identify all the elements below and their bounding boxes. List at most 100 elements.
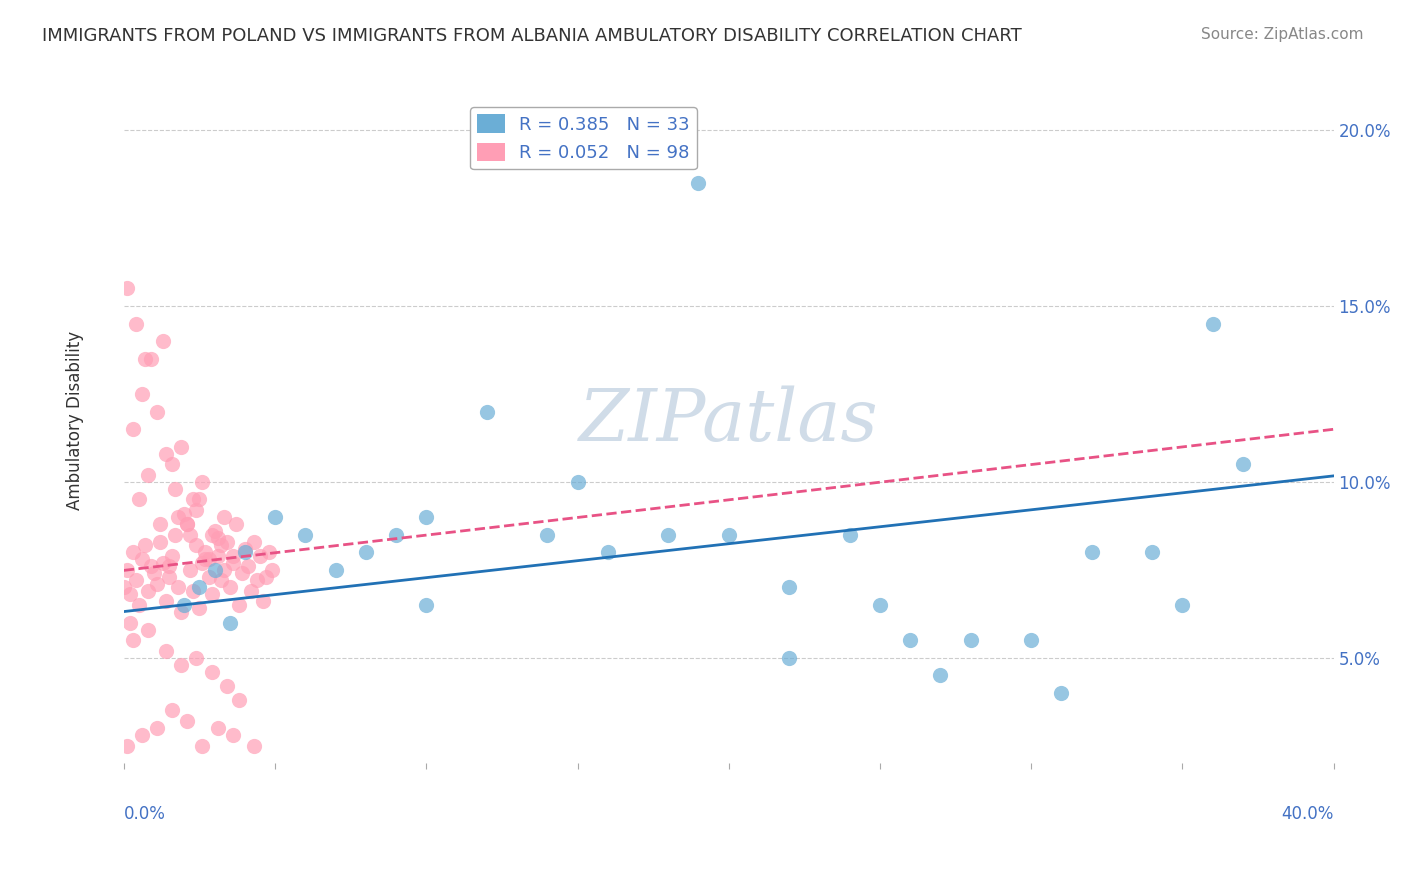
Point [225, 517, 247, 532]
Point [183, 583, 205, 598]
Point [1019, 633, 1042, 648]
Point [146, 404, 169, 418]
Text: Source: ZipAtlas.com: Source: ZipAtlas.com [1201, 27, 1364, 42]
Point [176, 517, 198, 532]
Point [233, 545, 256, 559]
Point [188, 580, 211, 594]
Point [200, 587, 222, 601]
Point [294, 527, 316, 541]
Point [128, 492, 150, 507]
Point [838, 527, 860, 541]
Text: ZIPatlas: ZIPatlas [579, 385, 879, 456]
Point [1140, 545, 1163, 559]
Point [354, 545, 377, 559]
Point [157, 559, 180, 574]
Point [228, 693, 250, 707]
Point [536, 527, 558, 541]
Point [173, 598, 195, 612]
Point [215, 534, 238, 549]
Point [170, 605, 193, 619]
Point [218, 580, 240, 594]
Text: 0.0%: 0.0% [124, 805, 166, 823]
Point [243, 739, 266, 753]
Point [717, 527, 740, 541]
Point [115, 563, 138, 577]
Point [160, 549, 183, 563]
Point [179, 527, 201, 541]
Point [136, 623, 159, 637]
Point [155, 594, 177, 608]
Point [118, 615, 141, 630]
Point [264, 510, 287, 524]
Point [170, 657, 193, 672]
Point [188, 492, 211, 507]
Point [125, 317, 148, 331]
Point [239, 583, 262, 598]
Point [160, 703, 183, 717]
Point [146, 721, 169, 735]
Point [415, 510, 437, 524]
Point [596, 545, 619, 559]
Point [869, 598, 891, 612]
Point [212, 510, 235, 524]
Point [186, 538, 208, 552]
Point [122, 545, 145, 559]
Point [131, 728, 153, 742]
Point [122, 633, 145, 648]
Point [200, 665, 222, 679]
Point [197, 552, 219, 566]
Point [567, 475, 589, 489]
Point [657, 527, 679, 541]
Point [1232, 458, 1254, 472]
Point [134, 538, 156, 552]
Point [143, 566, 166, 581]
Point [176, 714, 198, 728]
Point [136, 467, 159, 482]
Point [191, 475, 214, 489]
Point [1080, 545, 1102, 559]
Point [231, 566, 253, 581]
Point [131, 387, 153, 401]
Point [139, 351, 162, 366]
Point [128, 598, 150, 612]
Point [173, 507, 195, 521]
Point [149, 534, 172, 549]
Point [222, 556, 245, 570]
Point [115, 281, 138, 295]
Point [115, 739, 138, 753]
Point [122, 422, 145, 436]
Point [125, 574, 148, 588]
Point [207, 721, 229, 735]
Point [778, 650, 800, 665]
Point [165, 482, 187, 496]
Point [475, 404, 498, 418]
Point [200, 527, 222, 541]
Point [1201, 317, 1223, 331]
Point [186, 503, 208, 517]
Point [118, 587, 141, 601]
Point [149, 517, 172, 532]
Point [152, 334, 174, 349]
Point [243, 534, 266, 549]
Point [929, 668, 952, 682]
Text: IMMIGRANTS FROM POLAND VS IMMIGRANTS FROM ALBANIA AMBULATORY DISABILITY CORRELAT: IMMIGRANTS FROM POLAND VS IMMIGRANTS FRO… [42, 27, 1022, 45]
Point [688, 176, 710, 190]
Point [146, 577, 169, 591]
Point [170, 440, 193, 454]
Point [152, 556, 174, 570]
Point [222, 728, 245, 742]
Point [160, 458, 183, 472]
Point [186, 650, 208, 665]
Point [131, 552, 153, 566]
Point [207, 549, 229, 563]
Point [167, 510, 190, 524]
Point [385, 527, 408, 541]
Point [233, 541, 256, 556]
Point [204, 563, 226, 577]
Text: 40.0%: 40.0% [1281, 805, 1334, 823]
Point [260, 563, 283, 577]
Point [155, 447, 177, 461]
Point [959, 633, 981, 648]
Point [194, 552, 217, 566]
Point [898, 633, 921, 648]
